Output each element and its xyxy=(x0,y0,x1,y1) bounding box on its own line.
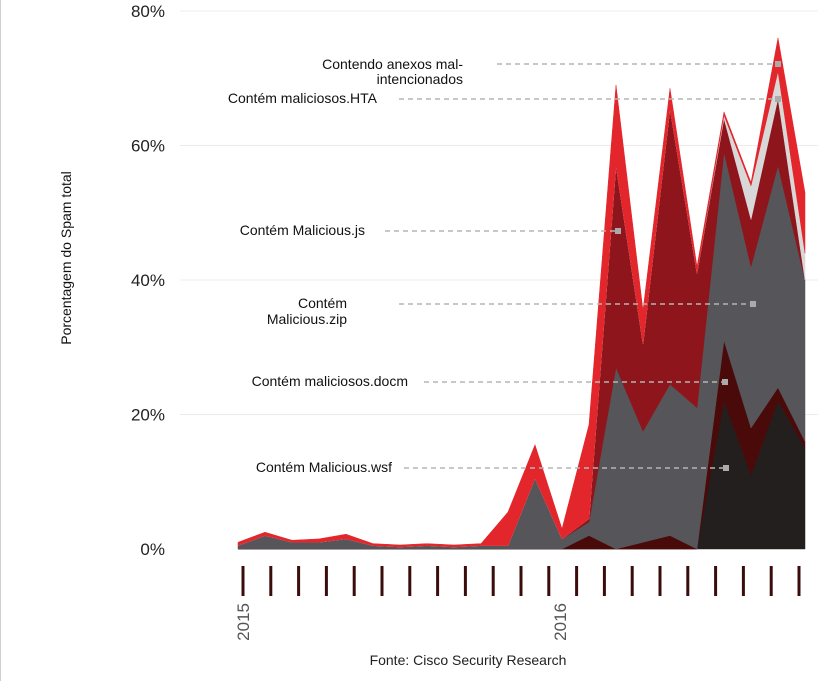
y-tick-label: 40% xyxy=(131,271,165,290)
series-annotations: Contendo anexos mal-intencionados Contém … xyxy=(228,56,781,475)
y-tick-label: 60% xyxy=(131,137,165,156)
annotation-label: Contendo anexos mal- xyxy=(322,56,463,72)
annotation-label: Contém Malicious.wsf xyxy=(256,459,392,475)
annotation-marker xyxy=(775,61,781,67)
source-caption: Fonte: Cisco Security Research xyxy=(369,652,567,668)
annotation-label: Malicious.zip xyxy=(267,311,347,327)
area-series-6 xyxy=(237,37,806,548)
annotation-label: Contém maliciosos.docm xyxy=(252,373,408,389)
annotation-marker xyxy=(775,96,781,102)
x-axis: 2015 2016 xyxy=(234,566,801,641)
annotation-marker xyxy=(750,301,756,307)
annotation-label: Contém Malicious.js xyxy=(240,222,365,238)
annotation-marker xyxy=(722,379,728,385)
x-tick-label: 2015 xyxy=(234,603,253,641)
area-series xyxy=(237,37,806,550)
annotation-label: intencionados xyxy=(377,71,463,87)
y-axis-ticks: 0% 20% 40% 60% 80% xyxy=(131,2,165,559)
x-tick-label: 2016 xyxy=(551,603,570,641)
y-tick-label: 0% xyxy=(140,540,165,559)
annotation-label: Contém maliciosos.HTA xyxy=(228,90,378,106)
annotation-marker xyxy=(615,228,621,234)
y-axis-label: Porcentagem do Spam total xyxy=(58,171,74,345)
y-tick-label: 80% xyxy=(131,2,165,21)
y-tick-label: 20% xyxy=(131,406,165,425)
annotation-label: Contém xyxy=(298,295,347,311)
left-border-rule xyxy=(0,0,1,681)
annotation-marker xyxy=(723,465,729,471)
